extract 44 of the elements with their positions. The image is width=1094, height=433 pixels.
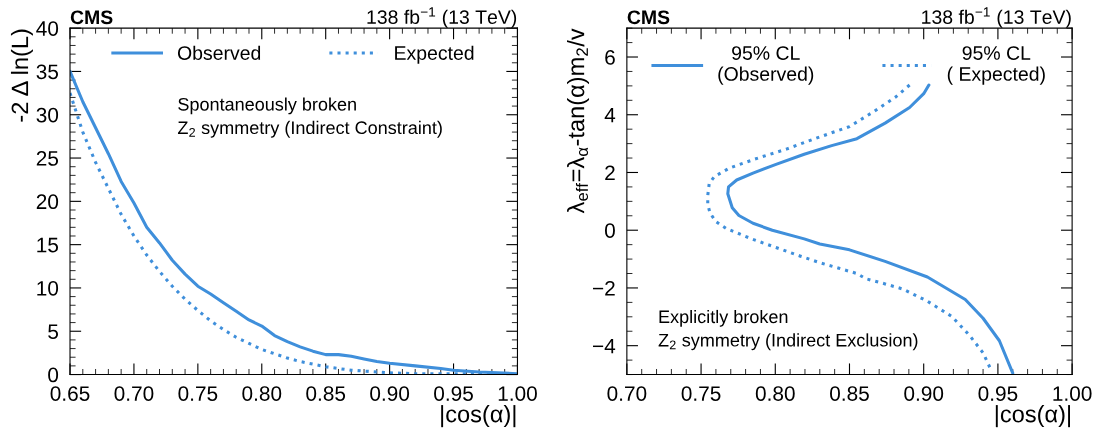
y-tick-label: −2 — [593, 280, 615, 296]
x-tick-label: 0.95 — [978, 386, 1018, 401]
y-tick-label: −4 — [593, 338, 616, 354]
y-tick-label: 2 — [605, 165, 615, 181]
y-tick-label: 25 — [36, 151, 59, 166]
y-tick-label: 0 — [604, 223, 615, 238]
x-tick-label: 1.00 — [498, 386, 537, 401]
legend-label: Expected — [395, 45, 474, 64]
chart-title: CMS — [70, 10, 113, 25]
x-axis-title: |cos(α)| — [441, 405, 516, 428]
y-tick-label: 20 — [36, 194, 59, 210]
y-axis-title: -2 Δ ln(L) — [10, 29, 33, 122]
chart-subtitle: 138 fb$^{−1}$ (13 TeV) — [367, 7, 517, 28]
y-tick-label: 40 — [36, 21, 59, 36]
chart-title: CMS — [627, 10, 670, 25]
x-tick-label: 0.70 — [607, 386, 647, 401]
legend-label: 95% CL ( Expected) — [947, 46, 1045, 85]
x-tick-label: 0.85 — [830, 386, 869, 401]
x-tick-label: 0.75 — [178, 386, 218, 401]
x-tick-label: 1.00 — [1053, 386, 1092, 401]
legend-label: Observed — [177, 45, 261, 60]
x-tick-label: 0.90 — [904, 386, 944, 401]
x-tick-label: 0.80 — [755, 386, 795, 401]
y-tick-label: 5 — [48, 324, 59, 339]
x-tick-label: 0.90 — [370, 386, 410, 401]
y-tick-label: 35 — [36, 64, 59, 80]
y-tick-label: 6 — [605, 50, 615, 65]
x-tick-label: 0.80 — [242, 386, 282, 401]
y-tick-label: 15 — [37, 237, 59, 253]
y-axis-title: λ$_{eff}$=λ$_{α}$-tan(α)m$_{2}$/v — [567, 28, 590, 214]
x-tick-label: 0.65 — [50, 386, 90, 401]
y-tick-label: 0 — [48, 367, 59, 383]
annotation: Spontaneously broken Z$_{2}$ symmetry (Indirect Constraint) — [177, 97, 442, 138]
y-tick-label: 30 — [36, 107, 59, 123]
x-tick-label: 0.85 — [306, 386, 346, 401]
legend-label: 95% CL (Observed) — [718, 46, 814, 85]
y-tick-label: 4 — [604, 107, 616, 123]
annotation: Explicitly broken Z$_{2}$ symmetry (Indirect Exclusion) — [658, 309, 918, 351]
y-tick-label: 10 — [37, 280, 59, 296]
x-tick-label: 0.75 — [681, 386, 721, 401]
chart-subtitle: 138 fb$^{−1}$ (13 TeV) — [922, 7, 1071, 28]
x-tick-label: 0.70 — [114, 386, 154, 401]
x-axis-title: |cos(α)| — [995, 405, 1071, 428]
x-tick-label: 0.95 — [434, 386, 473, 401]
